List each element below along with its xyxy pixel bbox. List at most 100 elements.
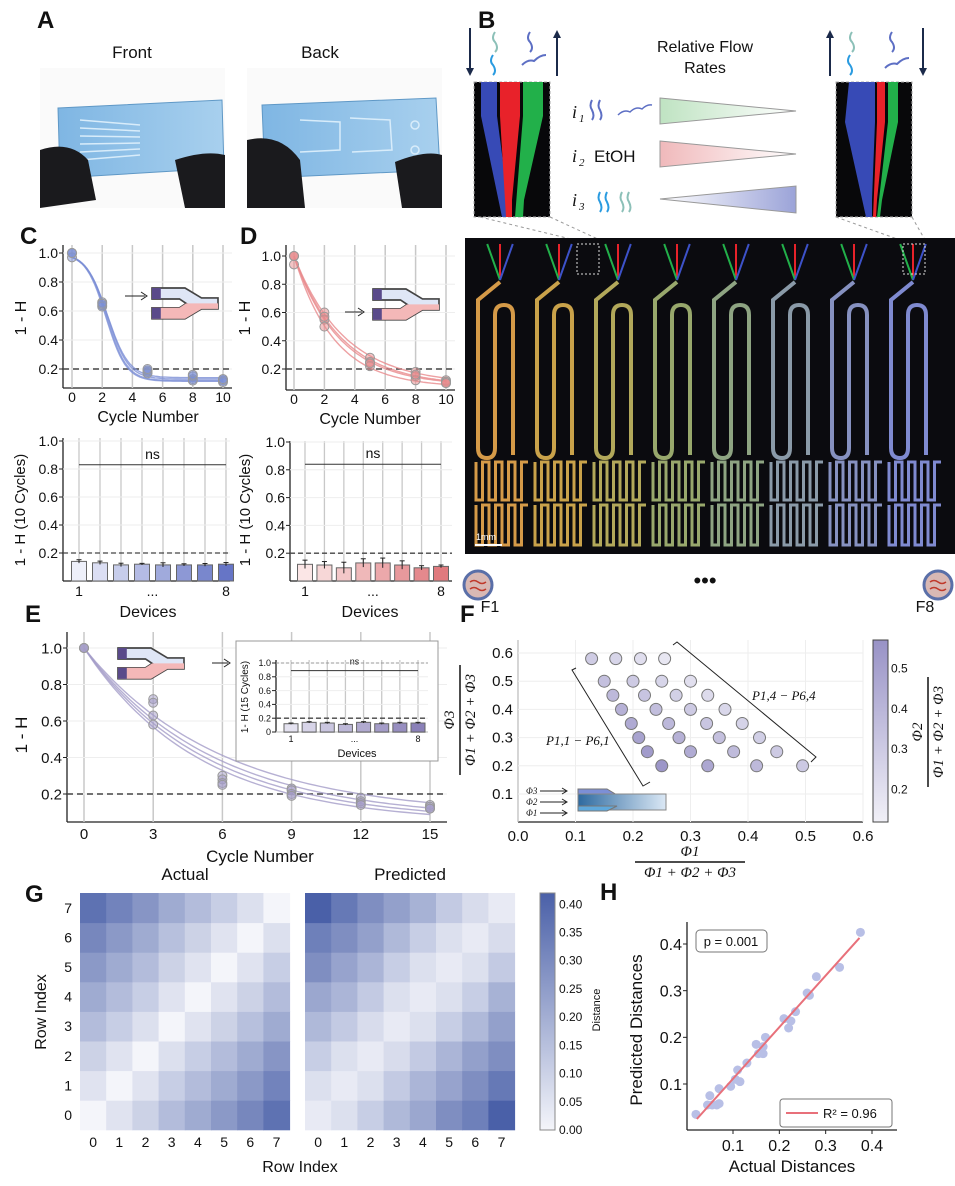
stream-index-sub: 1: [579, 113, 585, 125]
heatmap-cell-r4-c4: [409, 981, 437, 1012]
data-point: [79, 643, 89, 653]
stream-index-sub: 3: [578, 201, 585, 213]
x-axis-label: Cycle Number: [97, 409, 199, 426]
mixer-inlet-image-left: [473, 81, 551, 218]
y-axis-label: Φ3 Φ1 + Φ2 + Φ3: [442, 665, 479, 775]
formulation-point: [770, 745, 784, 759]
x-tick-label: 0: [80, 826, 88, 843]
heatmap-cell-r6-c0: [305, 922, 332, 953]
heatmap-cell-r5-c6: [462, 952, 489, 983]
mixer-channel: [653, 280, 692, 461]
inlet-stream: [558, 243, 573, 281]
heatmap-cell-r6-c6: [237, 922, 264, 953]
x-tick-label: 0.6: [853, 828, 874, 845]
mixer-channel: [889, 280, 928, 461]
formulation-point: [684, 674, 697, 688]
mixer-channel: [830, 280, 869, 461]
data-point: [319, 321, 330, 332]
heatmap-cell-r2-c5: [211, 1041, 238, 1072]
heatmap-cell-r6-c5: [211, 922, 238, 953]
x-tick-label: 5: [220, 1134, 228, 1150]
formulation-point: [624, 717, 638, 730]
x-tick-label: 9: [287, 826, 295, 843]
y-tick-label: 2: [64, 1048, 72, 1064]
fit-curve-4: [71, 256, 223, 379]
heatmap-cell-r3-c3: [383, 1011, 411, 1042]
mixer-channel: [771, 280, 810, 461]
x-tick-label: 0.2: [623, 828, 644, 845]
flow-schematic: Relative Flow Rates i 1 i 2 EtOH: [466, 28, 927, 241]
D-line-axes: 0 2 4 6 8 10 0.2 0.4 0.6 0.8 1.0 Cycle Number 1 - H: [237, 245, 455, 428]
mixer-schematic-icon: [117, 647, 185, 680]
inlet-stream: [735, 243, 750, 281]
y-tick-label: 0.4: [660, 937, 682, 954]
y-tick-label: 1.0: [39, 433, 59, 449]
photo-back-title: Back: [301, 43, 339, 62]
formulation-point: [655, 759, 669, 773]
x-tick-label: 0: [314, 1134, 322, 1150]
y-tick-label: 0.2: [266, 545, 286, 561]
heatmap-cell-r5-c2: [132, 952, 160, 983]
stream-index-sub: 2: [579, 157, 585, 169]
bar-device-1: [283, 723, 299, 733]
C-line-axes: 0 2 4 6 8 10 0.2 0.4 0.6 0.8 1.0 Cycle Number 1 - H: [13, 245, 232, 426]
y-tick-label: 0.4: [39, 517, 59, 533]
arrow-down-icon: [466, 68, 474, 76]
heatmap-cell-r7-c6: [462, 893, 489, 924]
scale-bar-label: 1mm: [476, 532, 496, 542]
y-tick-label: 0.2: [39, 545, 59, 561]
data-point: [791, 1007, 801, 1017]
x-tick-label: 10: [438, 391, 454, 407]
heatmap-cell-r1-c1: [331, 1070, 358, 1101]
heatmap-cell-r1-c4: [184, 1070, 212, 1101]
gloved-thumb-icon: [40, 146, 96, 208]
heatmap-cell-r3-c6: [462, 1011, 489, 1042]
formulation-point: [753, 731, 766, 745]
y-tick-label: 1.0: [39, 245, 59, 261]
data-point: [286, 790, 297, 801]
photo-front-title: Front: [112, 43, 152, 62]
heatmap-cell-r3-c4: [409, 1011, 437, 1042]
data-point: [142, 364, 153, 374]
inlet-stream: [840, 243, 855, 281]
x-tick-label: 6: [381, 391, 389, 407]
formulation-point: [712, 731, 726, 745]
colorbar-tick-label: 0.05: [559, 1095, 583, 1109]
heatmap-cell-r5-c5: [211, 952, 238, 983]
bar-device-3: [319, 722, 335, 733]
x-tick-label: 4: [194, 1134, 202, 1150]
heatmap-cell-r0-c5: [211, 1100, 238, 1131]
nanoparticle-f1: F1: [462, 569, 499, 616]
heatmap-cell-r0-c7: [263, 1100, 291, 1131]
y-axis-label: Row Index: [33, 974, 50, 1050]
arrow-icon: [212, 658, 231, 668]
y-tick-label: 0: [266, 727, 271, 737]
formulation-point: [658, 652, 672, 666]
inlet-stream: [617, 243, 632, 281]
heatmap-cell-r4-c0: [305, 981, 332, 1012]
heatmap-cell-r1-c1: [106, 1070, 133, 1101]
inlet-label: Φ2: [526, 797, 538, 807]
x-tick-label: 10: [215, 389, 231, 405]
heatmap-cell-r0-c3: [383, 1100, 411, 1131]
panel-label-c: C: [20, 223, 37, 250]
mixer-meander: [474, 460, 528, 502]
ellipsis: •••: [693, 568, 716, 593]
heatmap-title: Actual: [161, 865, 208, 884]
gloved-finger-icon: [395, 153, 442, 208]
heatmap-cell-r7-c1: [106, 893, 133, 924]
heatmap-cell-r6-c0: [80, 922, 107, 953]
inlet-stream: [794, 243, 809, 281]
y-axis-label: 1 - H (10 Cycles): [12, 454, 29, 567]
mixer-meander: [887, 460, 941, 502]
heatmap-cell-r0-c4: [409, 1100, 437, 1131]
heatmap-cell-r3-c0: [305, 1011, 332, 1042]
data-point: [289, 259, 299, 270]
legend-r2-label: R² = 0.96: [823, 1106, 877, 1121]
heatmap-cell-r3-c2: [357, 1011, 385, 1042]
inlet-stream: [899, 243, 914, 281]
y-tick-label: 0.8: [262, 276, 282, 292]
E-inset-axes: 0 0.2 0.4 0.6 0.8 1.0 ns 1... 8 Devices 1- H (15 C…: [240, 657, 428, 760]
heatmap-cell-r1-c3: [383, 1070, 411, 1101]
